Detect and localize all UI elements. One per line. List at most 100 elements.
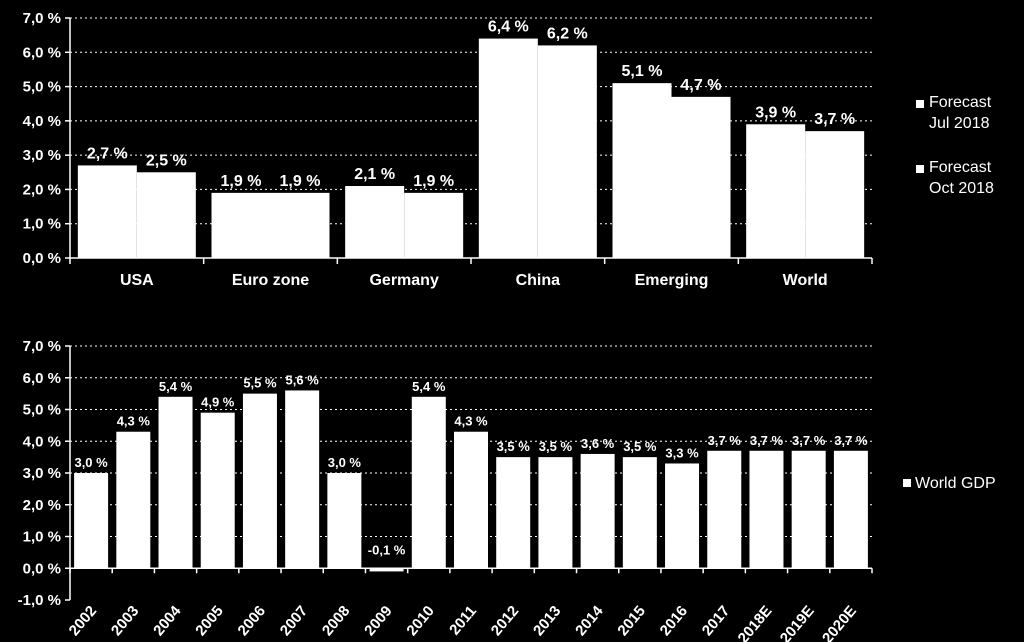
bar [746, 124, 806, 259]
bar [411, 396, 446, 569]
data-label: 3,7 % [708, 433, 742, 448]
data-label: 2,1 % [354, 166, 395, 183]
bar [270, 192, 330, 258]
category-label: 2018E [735, 603, 776, 642]
data-label: 3,7 % [834, 433, 868, 448]
y-tick-label: 6,0 % [23, 44, 61, 61]
data-label: 4,3 % [117, 414, 151, 429]
y-tick-label: 3,0 % [23, 147, 61, 164]
legend-label: Forecast [929, 94, 992, 111]
category-label: Germany [369, 272, 438, 289]
category-label: 2013 [530, 603, 564, 639]
category-label: 2008 [319, 603, 353, 639]
category-label: 2009 [361, 603, 395, 639]
y-tick-label: 1,0 % [23, 529, 61, 546]
data-label: 3,6 % [581, 436, 615, 451]
legend-label: World GDP [915, 475, 996, 492]
data-label: 3,9 % [755, 104, 796, 121]
bar [538, 457, 573, 569]
category-label: 2020E [819, 603, 860, 642]
category-label: 2007 [277, 603, 311, 639]
legend-label: Oct 2018 [929, 180, 994, 197]
bar [665, 463, 700, 569]
data-label: 5,6 % [286, 372, 320, 387]
bar [478, 38, 538, 259]
bar [496, 457, 531, 569]
category-label: 2017 [699, 603, 733, 639]
y-tick-label: 7,0 % [23, 10, 61, 27]
regional-forecast-chart: 0,0 % 1,0 % 2,0 % 3,0 % 4,0 % 5,0 % 6,0 % 7,0 %… [23, 10, 994, 289]
bar [242, 393, 277, 569]
category-label: 2014 [572, 602, 607, 639]
bar [74, 473, 109, 569]
bar [612, 83, 672, 259]
category-label: 2015 [614, 603, 648, 639]
y-tick-label: 2,0 % [23, 181, 61, 198]
data-label: 4,3 % [454, 414, 488, 429]
data-label: 5,4 % [412, 379, 446, 394]
category-label: 2004 [150, 602, 185, 639]
bar [404, 192, 464, 258]
bar [580, 453, 615, 569]
data-label: 3,5 % [623, 439, 657, 454]
data-label: -0,1 % [368, 542, 406, 557]
data-label: 1,9 % [221, 173, 262, 190]
legend-marker [916, 100, 924, 108]
bar [345, 186, 405, 258]
bar [136, 172, 196, 258]
data-label: 5,1 % [622, 63, 663, 80]
bar [791, 450, 826, 569]
data-label: 3,7 % [750, 433, 784, 448]
bar [77, 165, 137, 258]
category-label: China [516, 272, 561, 289]
bar [749, 450, 784, 569]
data-label: 1,9 % [413, 173, 454, 190]
y-tick-label: 3,0 % [23, 465, 61, 482]
bar [211, 192, 271, 258]
data-label: 3,7 % [792, 433, 826, 448]
bar [116, 431, 151, 569]
y-tick-label: 2,0 % [23, 497, 61, 514]
category-label: World [783, 272, 828, 289]
data-label: 3,7 % [814, 111, 855, 128]
bar [833, 450, 868, 569]
legend-marker [903, 479, 911, 487]
legend-label: Jul 2018 [929, 115, 990, 132]
data-label: 4,9 % [201, 395, 235, 410]
legend-marker [916, 165, 924, 173]
category-label: 2011 [446, 603, 480, 639]
bar [622, 457, 657, 569]
bar [200, 412, 235, 569]
data-label: 5,4 % [159, 379, 193, 394]
y-tick-label: 7,0 % [23, 338, 61, 355]
category-label: 2006 [235, 603, 269, 639]
data-label: 6,4 % [488, 19, 529, 36]
bar [671, 96, 731, 258]
category-label: 2010 [403, 603, 437, 639]
y-tick-label: -1,0 % [18, 592, 61, 609]
data-label: 3,5 % [497, 439, 531, 454]
bar [285, 390, 320, 569]
category-label: 2012 [488, 603, 522, 639]
legend-label: Forecast [929, 159, 992, 176]
data-label: 3,0 % [328, 455, 362, 470]
bar [369, 568, 404, 572]
data-label: 3,0 % [74, 455, 108, 470]
data-label: 6,2 % [547, 25, 588, 42]
category-label: 2003 [108, 603, 142, 639]
y-tick-label: 4,0 % [23, 433, 61, 450]
category-label: 2005 [192, 603, 226, 639]
data-label: 1,9 % [280, 173, 321, 190]
bar [454, 431, 488, 569]
bar [327, 473, 362, 569]
data-label: 4,7 % [681, 77, 722, 94]
data-label: 3,3 % [665, 445, 699, 460]
bar [158, 396, 193, 569]
data-label: 3,5 % [539, 439, 573, 454]
bar [537, 45, 597, 258]
y-tick-label: 5,0 % [23, 79, 61, 96]
y-tick-label: 6,0 % [23, 370, 61, 387]
y-tick-label: 4,0 % [23, 113, 61, 130]
y-tick-label: 0,0 % [23, 560, 61, 577]
